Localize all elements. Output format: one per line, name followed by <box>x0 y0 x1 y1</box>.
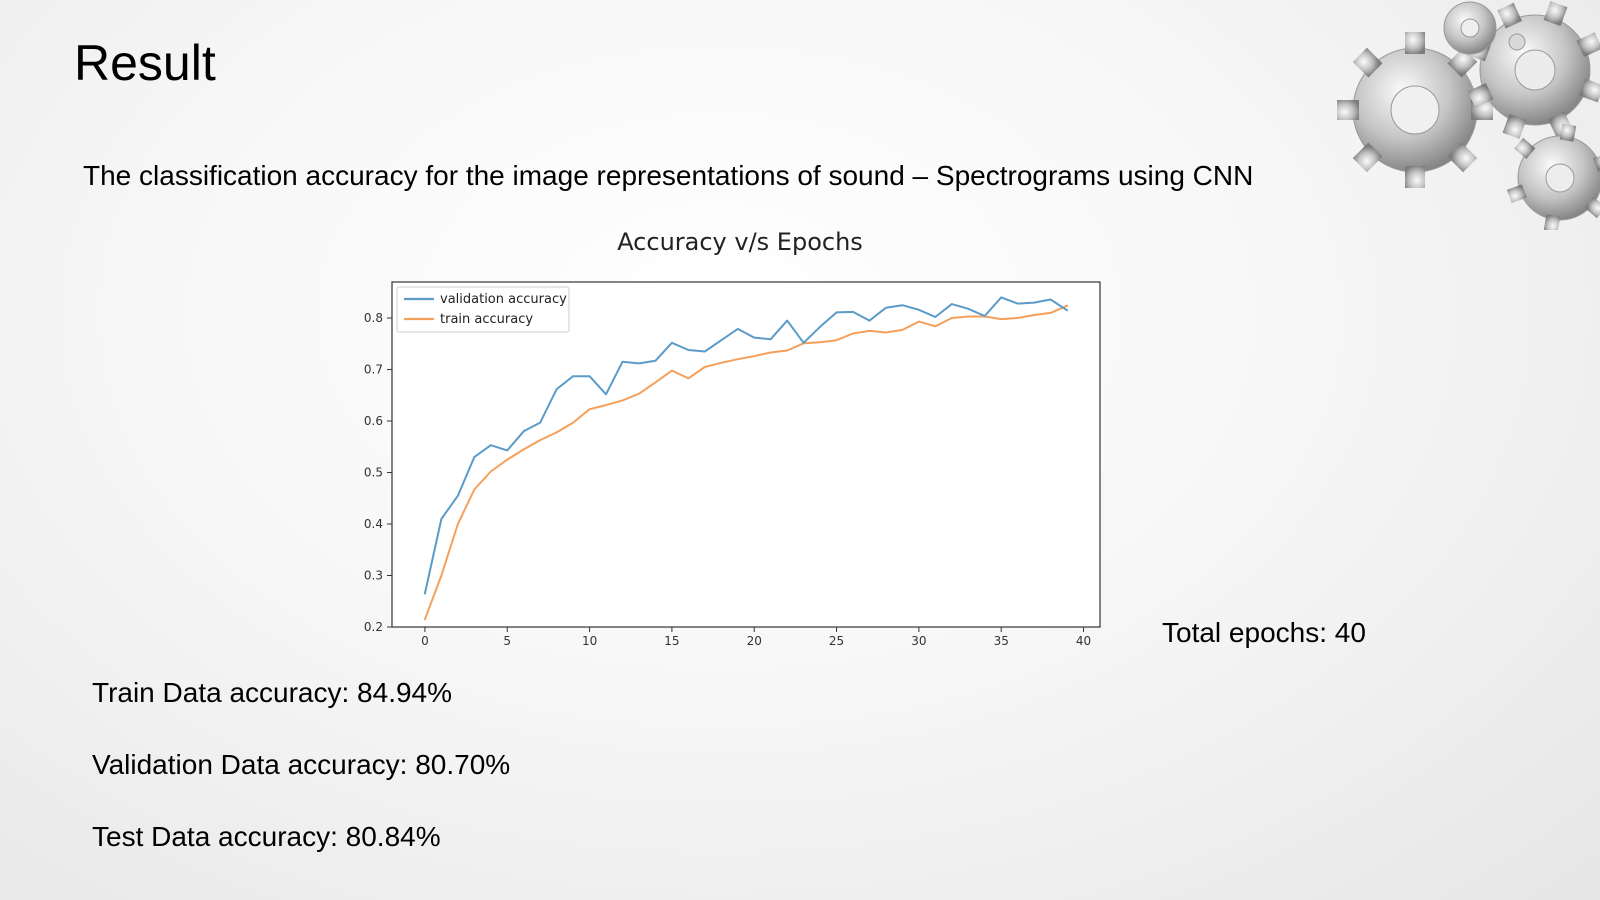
legend-box <box>396 286 570 333</box>
series-line-validation <box>423 296 1069 595</box>
y-axis: 0.2 0.3 0.4 0.5 0.6 0.7 0.8 <box>364 311 392 634</box>
x-tick-label: 0 <box>421 634 429 648</box>
y-tick-label: 0.7 <box>364 363 383 377</box>
plot-area <box>391 281 1101 628</box>
y-tick-label: 0.4 <box>364 517 383 531</box>
x-tick-label: 20 <box>747 634 762 648</box>
total-epochs-text: Total epochs: 40 <box>1162 617 1366 648</box>
x-tick-label: 25 <box>829 634 844 648</box>
chart-title: Accuracy v/s Epochs <box>617 228 863 256</box>
y-tick-label: 0.5 <box>364 466 383 480</box>
validation-accuracy-text: Validation Data accuracy: 80.70% <box>92 749 511 780</box>
x-tick-label: 15 <box>664 634 679 648</box>
legend-label-validation: validation accuracy <box>440 292 567 307</box>
gears-decoration-icon <box>1337 1 1600 230</box>
x-tick-label: 35 <box>994 634 1009 648</box>
slide-title: Result <box>74 35 216 91</box>
y-tick-label: 0.8 <box>364 311 383 325</box>
y-tick-label: 0.6 <box>364 414 383 428</box>
legend-label-train: train accuracy <box>440 312 533 327</box>
slide-subtitle: The classification accuracy for the imag… <box>83 160 1254 191</box>
x-tick-label: 30 <box>911 634 926 648</box>
y-tick-label: 0.2 <box>364 620 383 634</box>
train-accuracy-text: Train Data accuracy: 84.94% <box>92 677 453 708</box>
x-tick-label: 5 <box>503 634 511 648</box>
series-lines <box>423 296 1069 621</box>
x-tick-label: 10 <box>582 634 597 648</box>
chart-legend: validation accuracy train accuracy <box>396 286 570 333</box>
x-axis: 0 5 10 15 20 25 30 35 40 <box>421 627 1091 648</box>
y-tick-label: 0.3 <box>364 569 383 583</box>
series-line-train <box>423 304 1069 621</box>
test-accuracy-text: Test Data accuracy: 80.84% <box>92 821 441 852</box>
accuracy-chart: Accuracy v/s Epochs 0.20.30.40.50.60.70.… <box>364 228 1101 648</box>
x-tick-label: 40 <box>1076 634 1091 648</box>
